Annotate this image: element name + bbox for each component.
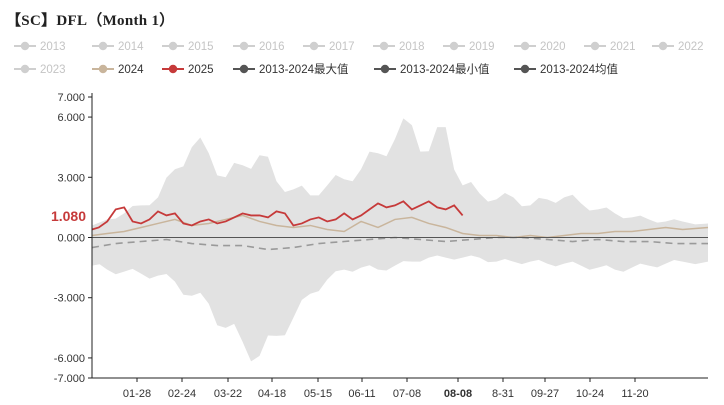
x-tick-label-current: 08-08 (444, 388, 472, 400)
legend-label: 2025 (188, 64, 214, 76)
x-tick-label: 09-27 (531, 388, 559, 400)
legend-dot-icon (239, 64, 249, 74)
y-tick-label: -3.000 (54, 293, 85, 305)
x-tick-label: 04-18 (258, 388, 286, 400)
series-line-2025 (91, 200, 464, 231)
legend-item-2022[interactable]: 2022 (652, 41, 704, 53)
legend-label: 2013-2024最小值 (400, 63, 490, 76)
y-tick-label: -6.000 (54, 353, 85, 365)
y-tick-label: 7.000 (57, 92, 85, 104)
legend-item-2017[interactable]: 2017 (303, 41, 355, 53)
x-tick-label: 03-22 (214, 388, 242, 400)
y-tick-label: 0.000 (57, 233, 85, 245)
x-tick-label: 02-24 (168, 388, 196, 400)
legend-dot-icon (590, 41, 600, 51)
legend-label: 2021 (610, 41, 636, 53)
x-tick-label: 07-08 (393, 388, 421, 400)
legend-item-2013-2024均值[interactable]: 2013-2024均值 (514, 63, 618, 76)
legend-dot-icon (20, 64, 30, 74)
legend-dot-icon (658, 41, 668, 51)
legend-item-2025[interactable]: 2025 (162, 64, 214, 76)
legend-dot-icon (380, 64, 390, 74)
x-tick-label: 10-24 (576, 388, 604, 400)
legend-label: 2014 (118, 41, 144, 53)
x-tick-label: 05-15 (304, 388, 332, 400)
legend-dot-icon (98, 64, 108, 74)
legend-item-2015[interactable]: 2015 (162, 41, 214, 53)
legend-dot-icon (449, 41, 459, 51)
legend-item-2016[interactable]: 2016 (233, 41, 285, 53)
x-tick-label: 06-11 (348, 388, 375, 400)
legend-label: 2023 (40, 64, 66, 76)
current-value-label: 1.080 (51, 208, 86, 224)
legend-item-2013[interactable]: 2013 (14, 41, 66, 53)
legend-dot-icon (98, 41, 108, 51)
legend-item-2013-2024最大值[interactable]: 2013-2024最大值 (233, 62, 349, 76)
legend-item-2018[interactable]: 2018 (373, 41, 425, 53)
legend-label: 2013 (40, 41, 66, 53)
range-band (92, 118, 708, 362)
legend-label: 2022 (678, 41, 704, 53)
legend-dot-icon (168, 64, 178, 74)
legend-dot-icon (309, 41, 319, 51)
legend-dot-icon (168, 41, 178, 51)
legend-dot-icon (20, 41, 30, 51)
current-value-badge (40, 206, 88, 225)
legend-dot-icon (520, 41, 530, 51)
legend-dot-icon (379, 41, 389, 51)
min-max-range-area (92, 118, 708, 362)
legend-item-2013-2024最小值[interactable]: 2013-2024最小值 (374, 63, 490, 76)
x-tick-label: 01-28 (123, 388, 151, 400)
y-tick-label: 6.000 (57, 112, 85, 124)
legend: 2013 2014 2015 2016 2017 2018 2019 2020 2021 2022… (14, 41, 704, 76)
legend-label: 2013-2024最大值 (259, 62, 349, 76)
legend-item-2014[interactable]: 2014 (92, 41, 144, 53)
legend-label: 2013-2024均值 (540, 63, 618, 76)
legend-label: 2016 (259, 41, 285, 53)
y-tick-label: 3.000 (57, 172, 85, 184)
legend-item-2023[interactable]: 2023 (14, 64, 66, 76)
legend-dot-icon (520, 64, 530, 74)
x-tick-label: 8-31 (492, 388, 514, 400)
y-tick-label: -7.000 (54, 373, 85, 385)
legend-label: 2020 (540, 41, 566, 53)
legend-item-2020[interactable]: 2020 (514, 41, 566, 53)
legend-dot-icon (239, 41, 249, 51)
legend-label: 2018 (399, 41, 425, 53)
legend-item-2019[interactable]: 2019 (443, 41, 495, 53)
legend-label: 2015 (188, 41, 214, 53)
legend-item-2021[interactable]: 2021 (584, 41, 636, 53)
legend-label: 2024 (118, 64, 144, 76)
chart-title: 【SC】DFL（Month 1） (6, 13, 175, 29)
x-tick-label: 11-20 (621, 388, 648, 400)
legend-label: 2017 (329, 41, 355, 53)
axes: 7.000 6.000 3.000 0.000 -3.000 -6.000 -7.000 1.… (40, 92, 708, 400)
legend-item-2024[interactable]: 2024 (92, 64, 144, 76)
legend-label: 2019 (469, 41, 495, 53)
